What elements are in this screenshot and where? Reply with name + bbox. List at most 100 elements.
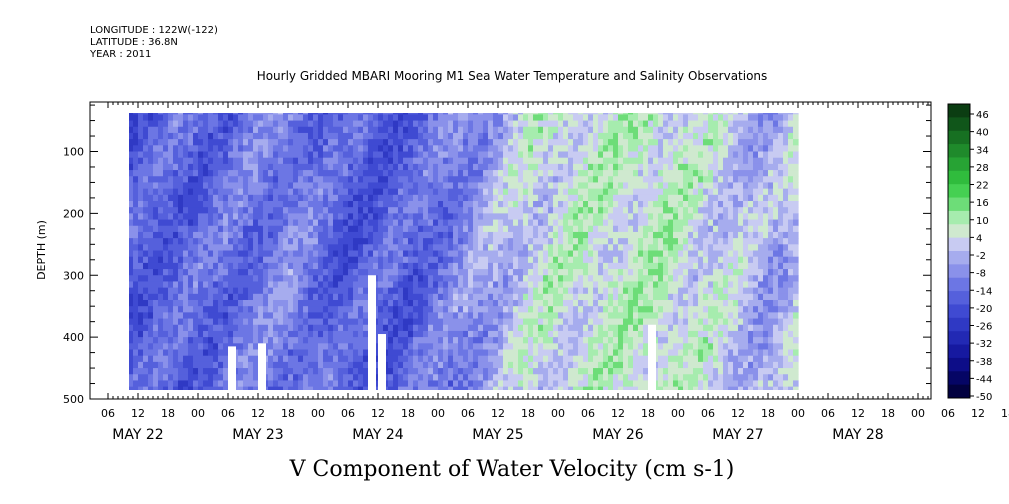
heatmap-cell bbox=[278, 330, 284, 338]
heatmap-cell bbox=[408, 324, 414, 332]
heatmap-cell bbox=[558, 318, 564, 326]
heatmap-cell bbox=[133, 170, 139, 177]
heatmap-cell bbox=[508, 256, 514, 264]
heatmap-cell bbox=[368, 244, 374, 252]
heatmap-cell bbox=[138, 380, 144, 388]
heatmap-cell bbox=[198, 324, 204, 332]
heatmap-cell bbox=[308, 201, 314, 208]
heatmap-cell bbox=[478, 337, 484, 344]
heatmap-cell bbox=[513, 374, 519, 382]
heatmap-cell bbox=[433, 157, 439, 165]
heatmap-cell bbox=[163, 225, 169, 233]
heatmap-cell bbox=[588, 145, 594, 153]
heatmap-cell bbox=[478, 312, 484, 320]
heatmap-cell bbox=[573, 386, 579, 390]
heatmap-cell bbox=[173, 114, 179, 122]
heatmap-cell bbox=[568, 170, 574, 177]
heatmap-cell bbox=[568, 120, 574, 128]
heatmap-cell bbox=[153, 250, 159, 258]
heatmap-cell bbox=[598, 262, 604, 270]
heatmap-cell bbox=[623, 188, 629, 196]
heatmap-cell bbox=[258, 126, 264, 134]
heatmap-cell bbox=[273, 330, 279, 338]
heatmap-cell bbox=[208, 355, 214, 363]
heatmap-cell bbox=[133, 139, 139, 146]
heatmap-cell bbox=[508, 306, 514, 313]
heatmap-cell bbox=[413, 374, 419, 382]
heatmap-cell bbox=[608, 126, 614, 134]
heatmap-cell bbox=[603, 225, 609, 233]
heatmap-cell bbox=[358, 380, 364, 388]
heatmap-cell bbox=[493, 361, 499, 369]
heatmap-cell bbox=[633, 132, 639, 140]
heatmap-cell bbox=[503, 312, 509, 320]
heatmap-cell bbox=[183, 157, 189, 165]
heatmap-cell bbox=[233, 120, 239, 128]
heatmap-cell bbox=[598, 145, 604, 153]
heatmap-cell bbox=[488, 113, 494, 115]
heatmap-cell bbox=[498, 151, 504, 159]
heatmap-cell bbox=[428, 380, 434, 388]
heatmap-cell bbox=[528, 262, 534, 270]
heatmap-cell bbox=[273, 170, 279, 177]
heatmap-cell bbox=[168, 330, 174, 338]
heatmap-cell bbox=[608, 207, 614, 214]
heatmap-cell bbox=[363, 380, 369, 388]
heatmap-cell bbox=[633, 219, 639, 227]
heatmap-cell bbox=[233, 113, 239, 115]
heatmap-cell bbox=[578, 132, 584, 140]
heatmap-cell bbox=[588, 312, 594, 320]
heatmap-cell bbox=[363, 262, 369, 270]
heatmap-cell bbox=[443, 262, 449, 270]
heatmap-cell bbox=[243, 113, 249, 115]
heatmap-cell bbox=[148, 343, 154, 351]
heatmap-cell bbox=[368, 201, 374, 208]
heatmap-cell bbox=[588, 207, 594, 214]
heatmap-cell bbox=[288, 114, 294, 122]
heatmap-cell bbox=[318, 318, 324, 326]
heatmap-cell bbox=[218, 188, 224, 196]
heatmap-cell bbox=[203, 349, 209, 357]
heatmap-cell bbox=[463, 201, 469, 208]
heatmap-cell bbox=[138, 231, 144, 239]
heatmap-cell bbox=[498, 361, 504, 369]
heatmap-cell bbox=[388, 324, 394, 332]
heatmap-cell bbox=[213, 201, 219, 208]
heatmap-cell bbox=[408, 256, 414, 264]
heatmap-cell bbox=[138, 287, 144, 295]
heatmap-cell bbox=[383, 312, 389, 320]
heatmap-cell bbox=[473, 151, 479, 159]
heatmap-cell bbox=[218, 114, 224, 122]
heatmap-cell bbox=[323, 330, 329, 338]
heatmap-cell bbox=[168, 275, 174, 283]
heatmap-cell bbox=[268, 269, 274, 276]
heatmap-cell bbox=[213, 281, 219, 289]
heatmap-cell bbox=[278, 194, 284, 202]
heatmap-cell bbox=[588, 293, 594, 301]
heatmap-cell bbox=[353, 300, 359, 307]
heatmap-cell bbox=[428, 330, 434, 338]
heatmap-cell bbox=[493, 374, 499, 382]
heatmap-cell bbox=[183, 256, 189, 264]
heatmap-cell bbox=[318, 219, 324, 227]
heatmap-cell bbox=[548, 343, 554, 351]
heatmap-cell bbox=[528, 114, 534, 122]
heatmap-cell bbox=[263, 126, 269, 134]
heatmap-cell bbox=[308, 163, 314, 171]
heatmap-cell bbox=[318, 213, 324, 221]
heatmap-cell bbox=[578, 337, 584, 344]
heatmap-cell bbox=[408, 250, 414, 258]
heatmap-cell bbox=[538, 176, 544, 184]
heatmap-cell bbox=[183, 207, 189, 214]
heatmap-cell bbox=[358, 213, 364, 221]
heatmap-cell bbox=[428, 163, 434, 171]
heatmap-cell bbox=[163, 256, 169, 264]
heatmap-cell bbox=[163, 213, 169, 221]
heatmap-cell bbox=[538, 201, 544, 208]
heatmap-cell bbox=[158, 355, 164, 363]
heatmap-cell bbox=[168, 343, 174, 351]
heatmap-cell bbox=[593, 256, 599, 264]
heatmap-cell bbox=[568, 201, 574, 208]
heatmap-cell bbox=[248, 163, 254, 171]
heatmap-cell bbox=[543, 262, 549, 270]
